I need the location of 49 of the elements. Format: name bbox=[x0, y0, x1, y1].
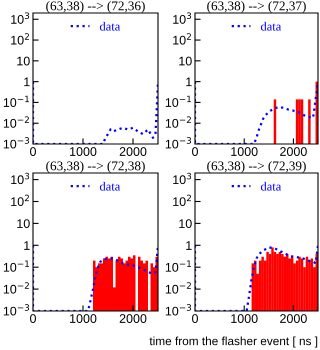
x-tick-label: 0 bbox=[30, 147, 36, 156]
legend-label: data bbox=[260, 182, 282, 191]
x-tick-label: 1000 bbox=[231, 147, 258, 156]
x-tick-label: 0 bbox=[192, 147, 198, 156]
y-tick-label: 10 bbox=[17, 219, 30, 228]
x-tick-label: 1000 bbox=[70, 314, 96, 323]
x-tick-label: 2000 bbox=[120, 314, 146, 323]
x-axis-title: time from the flasher event [ ns ] bbox=[150, 336, 318, 348]
chart-title: (63,38) --> (72,36) bbox=[46, 1, 145, 13]
y-tick-label: 10$^{−3}$ bbox=[4, 137, 30, 149]
x-tick-label: 0 bbox=[30, 314, 36, 323]
y-tick-label: 10 bbox=[179, 219, 192, 228]
y-tick-label: 10$^{−3}$ bbox=[4, 304, 30, 316]
x-tick-label: 1000 bbox=[70, 147, 96, 156]
x-tick-label: 0 bbox=[192, 314, 198, 323]
y-tick-label: 10$^{2}$ bbox=[11, 194, 29, 206]
y-tick-label: 1 bbox=[24, 241, 30, 250]
y-tick-label: 10$^{−1}$ bbox=[4, 96, 29, 107]
y-tick-label: 10$^{−3}$ bbox=[166, 137, 192, 149]
y-tick-label: 1 bbox=[186, 241, 192, 250]
y-tick-label: 10$^{3}$ bbox=[173, 12, 192, 24]
y-tick-label: 10$^{−1}$ bbox=[166, 260, 191, 272]
y-tick-label: 10$^{−1}$ bbox=[4, 260, 29, 272]
y-tick-label: 10$^{3}$ bbox=[11, 172, 30, 184]
chart-title: (63,38) --> (72,37) bbox=[207, 1, 306, 13]
x-tick-label: 2000 bbox=[280, 314, 307, 323]
x-tick-label: 1000 bbox=[231, 314, 258, 323]
y-tick-label: 10$^{−3}$ bbox=[166, 304, 192, 316]
y-tick-label: 10$^{3}$ bbox=[173, 172, 192, 184]
y-tick-label: 10$^{2}$ bbox=[173, 194, 191, 206]
y-tick-label: 10 bbox=[17, 56, 30, 66]
y-tick-label: 10$^{2}$ bbox=[173, 33, 191, 45]
x-tick-label: 2000 bbox=[120, 147, 146, 156]
chart-title: (63,38) --> (72,39) bbox=[207, 161, 306, 173]
legend-label: data bbox=[100, 182, 120, 191]
y-tick-label: 10$^{−2}$ bbox=[4, 282, 29, 294]
legend-label: data bbox=[260, 22, 282, 31]
y-tick-label: 1 bbox=[24, 78, 30, 86]
y-tick-label: 10$^{3}$ bbox=[11, 12, 30, 24]
chart-title: (63,38) --> (72,38) bbox=[46, 161, 145, 173]
y-tick-label: 10$^{−2}$ bbox=[166, 116, 191, 128]
x-tick-label: 2000 bbox=[280, 147, 307, 156]
y-tick-label: 10$^{−2}$ bbox=[166, 282, 191, 294]
legend-label: data bbox=[100, 22, 120, 31]
y-tick-label: 10$^{−2}$ bbox=[4, 116, 29, 128]
y-tick-label: 10$^{−1}$ bbox=[166, 96, 191, 107]
y-tick-label: 1 bbox=[186, 78, 192, 86]
y-tick-label: 10$^{2}$ bbox=[11, 33, 29, 45]
y-tick-label: 10 bbox=[179, 56, 192, 66]
